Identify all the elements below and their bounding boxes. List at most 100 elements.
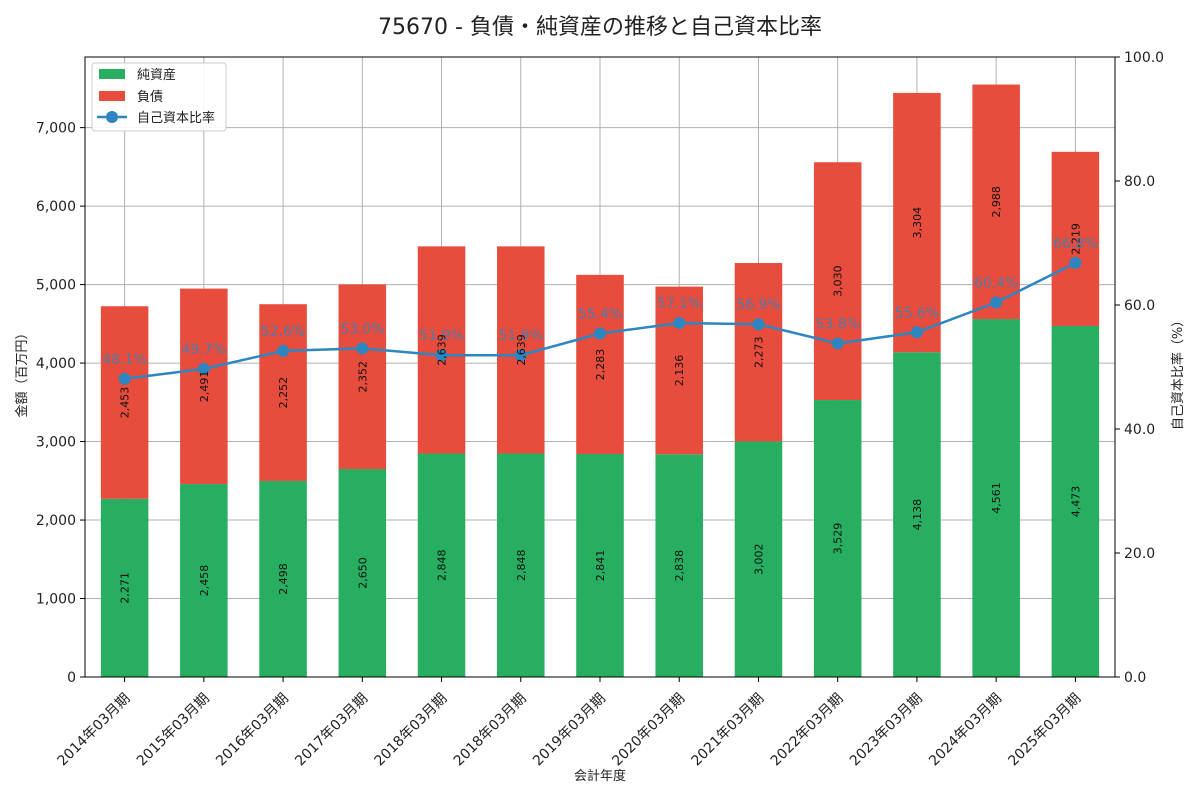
legend-swatch-net-assets — [99, 69, 125, 79]
y-axis-title: 金額（百万円） — [14, 326, 30, 417]
bar-label-net-assets: 3,529 — [832, 523, 845, 555]
bar-label-liabilities: 2,136 — [673, 355, 686, 387]
bar-liabilities — [259, 304, 307, 481]
legend-swatch-liabilities — [99, 91, 125, 101]
plot-frame — [84, 56, 1116, 678]
x-tick-label: 2014年03月期 — [55, 691, 134, 770]
bar-label-liabilities: 2,988 — [990, 186, 1003, 218]
y-tick-label: 1,000 — [36, 592, 76, 608]
bar-label-net-assets: 2,838 — [673, 550, 686, 582]
ratio-label: 57.1% — [657, 296, 701, 312]
y2-tick-label: 80.0 — [1124, 174, 1155, 190]
ratio-label: 51.9% — [419, 328, 463, 344]
ratio-point — [594, 327, 606, 340]
bar-label-liabilities: 2,352 — [356, 361, 369, 393]
bar-net-assets — [813, 400, 862, 677]
y-tick-label: 4,000 — [36, 356, 76, 372]
bar-liabilities — [338, 284, 387, 470]
ratio-point — [435, 349, 448, 362]
ratio-label: 53.0% — [340, 321, 384, 337]
bar-liabilities — [972, 84, 1020, 320]
bar-liabilities — [100, 306, 149, 499]
ratio-point — [673, 316, 686, 329]
x-tick-label: 2021年03月期 — [688, 691, 767, 770]
bar-net-assets — [100, 498, 149, 677]
bar-net-assets — [497, 453, 545, 677]
x-tick-label: 2015年03月期 — [134, 691, 213, 770]
bar-net-assets — [417, 453, 466, 677]
bar-label-net-assets: 2,498 — [277, 563, 290, 595]
ratio-label: 55.4% — [578, 307, 622, 323]
ratio-label: 60.4% — [974, 276, 1018, 292]
ratio-point — [514, 349, 527, 362]
bar-liabilities — [893, 92, 941, 353]
bar-net-assets — [576, 454, 624, 677]
ratio-point — [990, 296, 1003, 309]
bar-net-assets — [180, 484, 228, 677]
bar-net-assets — [972, 319, 1020, 677]
bar-label-liabilities: 2,273 — [752, 336, 765, 368]
bar-label-liabilities: 2,219 — [1069, 223, 1082, 255]
bar-label-net-assets: 2,848 — [436, 549, 449, 581]
x-tick-label: 2025年03月期 — [1005, 691, 1084, 770]
y2-tick-label: 20.0 — [1124, 546, 1155, 562]
ratio-point — [831, 337, 844, 350]
x-tick-label: 2018年03月期 — [372, 691, 451, 770]
ratio-label: 52.6% — [261, 324, 305, 340]
ratio-label: 55.6% — [895, 305, 939, 321]
x-tick-label: 2022年03月期 — [768, 691, 847, 770]
legend-label-liabilities: 負債 — [137, 90, 163, 105]
bar-label-liabilities: 2,453 — [119, 387, 132, 419]
x-tick-label: 2024年03月期 — [926, 691, 1005, 770]
bar-label-liabilities: 3,304 — [911, 207, 924, 239]
bar-label-net-assets: 3,002 — [752, 543, 765, 575]
x-tick-label: 2019年03月期 — [530, 691, 609, 770]
ratio-point — [356, 342, 369, 355]
x-tick-label: 2023年03月期 — [847, 691, 926, 770]
y-tick-label: 0 — [67, 670, 76, 686]
legend-marker-ratio — [106, 111, 118, 123]
ratio-label: 66.8% — [1053, 236, 1097, 252]
ratio-label: 48.1% — [102, 352, 146, 368]
bar-label-liabilities: 2,639 — [436, 334, 449, 366]
legend-label-net-assets: 純資産 — [137, 67, 176, 83]
ratio-point — [197, 362, 210, 375]
ratio-label: 56.9% — [736, 297, 780, 313]
y2-tick-label: 60.0 — [1124, 298, 1155, 314]
bar-liabilities — [576, 274, 624, 455]
bar-label-liabilities: 2,252 — [277, 377, 290, 409]
bar-liabilities — [813, 162, 862, 401]
bar-net-assets — [259, 480, 307, 677]
x-tick-label: 2016年03月期 — [213, 691, 292, 770]
bars — [100, 84, 1100, 677]
x-tick-label: 2020年03月期 — [609, 691, 688, 770]
y2-axis-title: 自己資本比率（%） — [1170, 314, 1186, 430]
y-tick-label: 3,000 — [36, 435, 76, 451]
bar-label-net-assets: 4,473 — [1069, 486, 1082, 517]
bar-label-net-assets: 2,458 — [198, 565, 211, 597]
ratio-line-layer — [118, 256, 1082, 385]
bar-label-net-assets: 2,650 — [356, 557, 369, 589]
ratio-point — [752, 318, 765, 331]
bar-label-net-assets: 2,848 — [515, 549, 528, 581]
bar-net-assets — [734, 441, 783, 677]
bar-label-net-assets: 4,561 — [990, 482, 1003, 514]
y-tick-label: 5,000 — [36, 278, 76, 294]
ratio-point — [118, 372, 131, 385]
bar-net-assets — [338, 469, 387, 677]
bar-liabilities — [734, 263, 783, 442]
bar-label-net-assets: 2,271 — [119, 572, 132, 604]
ratio-point — [1069, 256, 1082, 269]
y-tick-label: 2,000 — [36, 513, 76, 529]
x-tick-label: 2018年03月期 — [451, 691, 530, 770]
y-tick-label: 6,000 — [36, 199, 76, 215]
bar-label-liabilities: 2,283 — [594, 349, 607, 381]
chart-title: 75670 - 負債・純資産の推移と自己資本比率 — [378, 15, 822, 40]
ratio-point — [277, 344, 290, 357]
bar-label-net-assets: 4,138 — [911, 499, 924, 531]
bar-net-assets — [1051, 325, 1100, 677]
data-labels: 2,271 2,453 2,458 2,491 2,498 2,252 2,650 2,352… — [102, 186, 1097, 604]
